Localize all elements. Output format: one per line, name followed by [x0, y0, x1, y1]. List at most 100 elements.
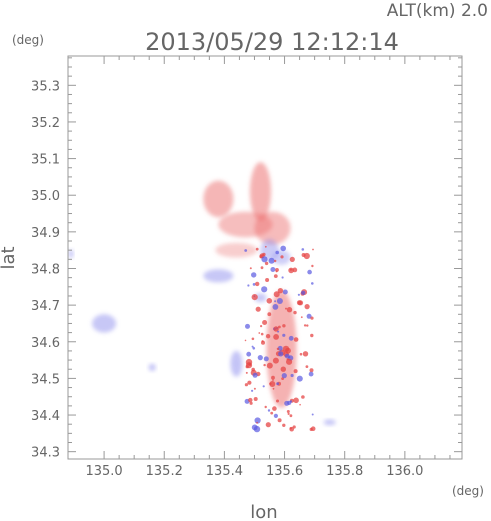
echo-speck: [297, 293, 300, 296]
echo-speck: [282, 423, 286, 427]
echo-speck: [285, 307, 287, 310]
echo-speck: [280, 366, 286, 372]
echo-speck: [254, 417, 261, 424]
echo-speck: [302, 351, 309, 357]
echo-speck: [257, 355, 263, 361]
echo-speck: [305, 365, 309, 368]
echo-speck: [246, 351, 252, 357]
echo-speck: [286, 358, 293, 365]
echo-speck: [293, 310, 297, 315]
echo-speck: [260, 325, 263, 328]
echo-speck: [311, 282, 314, 285]
echo-speck: [249, 401, 253, 405]
x-tick-label: 136.0: [386, 464, 423, 479]
echo-speck: [272, 387, 275, 390]
echo-speck: [260, 266, 264, 270]
echo-speck: [287, 400, 292, 405]
echo-speck: [263, 356, 269, 362]
echo-speck: [270, 267, 276, 272]
echo-speck: [272, 379, 274, 381]
echo-speck: [281, 276, 284, 279]
echo-speck: [282, 289, 288, 295]
echo-speck: [275, 250, 280, 255]
echo-speck: [260, 332, 264, 336]
echo-speck: [244, 383, 248, 387]
echo-speck: [252, 347, 256, 350]
x-tick-label: 135.6: [266, 464, 303, 479]
echo-speck: [280, 255, 284, 259]
y-axis-label: lat: [0, 246, 19, 269]
echo-speck: [248, 397, 253, 403]
echo-speck: [272, 304, 279, 310]
echo-speck: [293, 369, 298, 374]
chart-title: 2013/05/29 12:12:14: [145, 28, 399, 56]
y-tick-label: 34.7: [31, 299, 60, 314]
echo-speck: [247, 380, 252, 385]
x-unit-label: (deg): [452, 484, 484, 498]
echo-speck: [247, 284, 250, 287]
echo-speck: [309, 368, 314, 373]
echo-speck: [251, 345, 254, 348]
echo-speck: [312, 248, 314, 251]
echo-speck: [277, 345, 283, 351]
echo-speck: [264, 405, 267, 409]
echo-region-edge-west-cell: [68, 249, 74, 259]
echo-speck: [290, 373, 294, 378]
x-tick-label: 135.8: [326, 464, 363, 479]
echo-speck: [286, 410, 290, 413]
echo-speck: [304, 304, 310, 310]
echo-speck: [308, 371, 314, 377]
plot-frame: [67, 55, 463, 460]
echo-speck: [287, 412, 290, 415]
echo-speck: [274, 300, 277, 303]
y-axis-ticks: 34.3 34.4 34.5 34.6 34.7 34.8 34.9 35.0 35.1 35.2…: [31, 57, 462, 461]
echo-speck: [251, 424, 258, 431]
echo-region-far-west-cell: [92, 314, 117, 333]
echo-speck: [289, 426, 295, 432]
echo-speck: [251, 389, 254, 392]
echo-speck: [310, 316, 314, 320]
echo-speck: [276, 298, 283, 304]
echo-speck: [256, 421, 258, 424]
echo-speck: [282, 333, 286, 337]
echo-speck: [301, 395, 305, 399]
echo-speck: [299, 403, 301, 406]
echo-speck: [310, 426, 316, 432]
echo-speck: [261, 286, 268, 293]
echo-speck: [277, 418, 282, 423]
echo-region-west-cell: [203, 269, 234, 283]
echo-speck: [306, 324, 309, 327]
echo-region-south-central-cell: [230, 350, 243, 377]
echo-speck: [301, 290, 306, 295]
echo-speck: [277, 288, 284, 294]
y-tick-label: 34.5: [31, 372, 60, 387]
echo-speck: [293, 337, 299, 342]
echo-speck: [288, 335, 294, 341]
altitude-label: ALT(km) 2.0: [387, 1, 488, 21]
echo-speck: [266, 362, 273, 369]
reflectivity-field: [68, 162, 336, 426]
echo-region-southeast-cell: [323, 419, 336, 426]
echo-speck: [255, 306, 261, 312]
echo-speck: [266, 298, 273, 304]
echo-speck: [271, 375, 275, 380]
echo-speck: [244, 339, 247, 342]
echo-speck: [267, 312, 272, 317]
y-tick-label: 34.3: [31, 446, 60, 461]
echo-speck: [286, 307, 293, 313]
echo-region-northwest-cell: [203, 180, 234, 218]
echo-speck: [269, 381, 276, 387]
echo-speck: [272, 406, 277, 411]
echo-speck: [278, 351, 284, 357]
y-tick-label: 34.6: [31, 336, 60, 351]
echo-region-north-cell: [249, 162, 272, 221]
echo-speck: [276, 347, 280, 351]
echo-speck: [282, 324, 286, 328]
y-tick-label: 35.1: [31, 153, 60, 168]
echo-region-transition-zone: [215, 242, 258, 258]
echo-speck: [277, 330, 280, 333]
echo-speck: [265, 278, 270, 282]
echo-speck: [268, 257, 275, 264]
echo-speck: [264, 245, 267, 248]
